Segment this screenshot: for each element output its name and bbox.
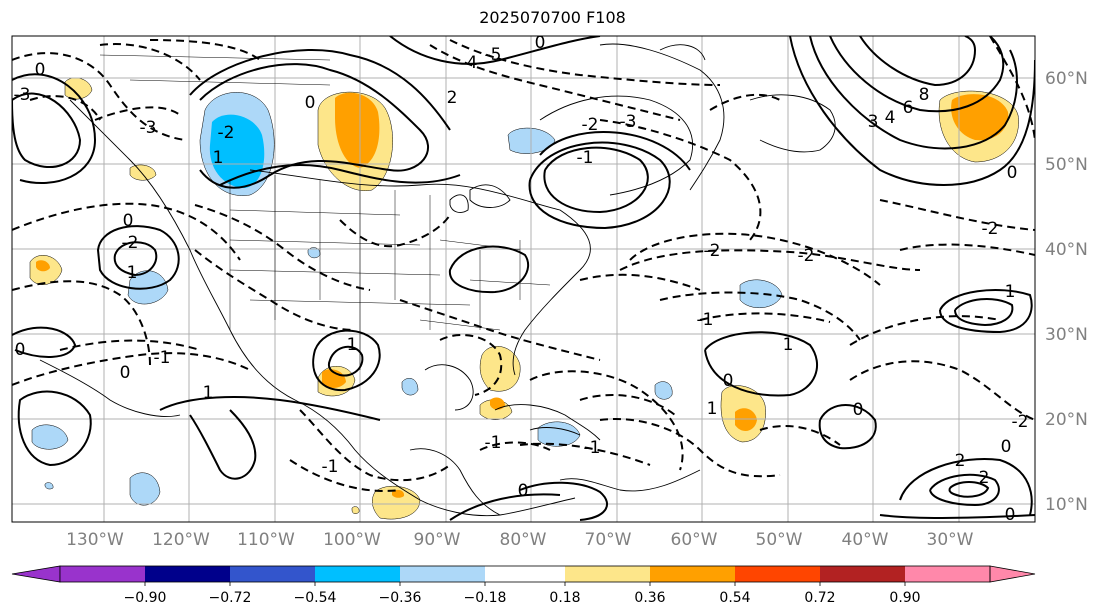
contour-label: -2	[798, 246, 815, 266]
contour-label: 0	[123, 211, 134, 231]
lon-label: 60°W	[671, 530, 718, 550]
lon-label: 30°W	[927, 530, 974, 550]
coastlines	[39, 43, 836, 517]
colorbar-tick-label: 0.18	[549, 590, 580, 606]
dashed-contours	[12, 36, 1035, 492]
lon-label: 100°W	[323, 530, 381, 550]
colorbar-tick-label: 0.54	[719, 590, 750, 606]
contour-label: 0	[35, 60, 46, 80]
contour-label: 1	[347, 335, 358, 355]
contour-label: -2	[122, 233, 139, 253]
contour-label: 0	[120, 363, 131, 383]
contour-label: 1	[203, 383, 214, 403]
lat-label: 10°N	[1045, 495, 1088, 515]
contour-label: -1	[584, 438, 601, 458]
lon-label: 70°W	[585, 530, 632, 550]
lat-label: 60°N	[1045, 69, 1088, 89]
colorbar-bin	[315, 566, 400, 582]
lon-label: 50°W	[756, 530, 803, 550]
contour-label: -1	[697, 310, 714, 330]
contour-label: 2	[955, 451, 966, 471]
contour-label: 4	[467, 53, 478, 73]
latitude-labels: 60°N 50°N 40°N 30°N 20°N 10°N	[1045, 69, 1088, 515]
contour-label: -3	[14, 85, 31, 105]
colorbar-bin	[905, 566, 990, 582]
positive-shading-strong	[36, 92, 1009, 498]
map-border	[11, 35, 1036, 523]
colorbar-bin	[60, 566, 145, 582]
contour-label: -2	[582, 115, 599, 135]
colorbar-bin	[230, 566, 315, 582]
colorbar-tick-label: −0.36	[379, 590, 422, 606]
contour-label: 6	[903, 98, 914, 118]
colorbar-low-extend	[11, 565, 61, 583]
contour-label: 3	[868, 112, 879, 132]
contour-label: -1	[322, 457, 339, 477]
colorbar-tick-label: −0.54	[294, 590, 337, 606]
contour-labels: 0 -3 -2 1 0 4 -5 2 -2 -3 0 -3 -1 6 8 3 4…	[14, 33, 1029, 525]
colorbar-bin	[650, 566, 735, 582]
state-borders	[99, 54, 551, 370]
lon-label: 120°W	[152, 530, 210, 550]
contour-label: 8	[919, 85, 930, 105]
solid-contours	[12, 36, 1035, 521]
lon-label: 110°W	[237, 530, 295, 550]
contour-label: 0	[1005, 505, 1016, 525]
colorbar-bin	[400, 566, 485, 582]
map-title: 2025070700 F108	[479, 8, 626, 27]
contour-label: 1	[213, 148, 224, 168]
contour-label: 0	[518, 481, 529, 501]
contour-label: 0	[853, 400, 864, 420]
lat-label: 40°N	[1045, 240, 1088, 260]
colorbar-tick-label: 0.90	[889, 590, 920, 606]
contour-label: 0	[535, 33, 546, 53]
contour-label: -2	[218, 123, 235, 143]
contour-label: 1	[707, 399, 718, 419]
contour-label: 4	[885, 108, 896, 128]
contour-label: 2	[979, 468, 990, 488]
contour-label: 1	[127, 263, 138, 283]
colorbar-outline	[59, 565, 991, 583]
contour-label: -2	[982, 219, 999, 239]
colorbar-bin	[735, 566, 820, 582]
contour-label: 0	[1007, 163, 1018, 183]
colorbar-tick-label: 0.72	[804, 590, 835, 606]
colorbar-high-extend	[989, 565, 1036, 583]
colorbar-tick-label: −0.72	[209, 590, 252, 606]
lat-label: 30°N	[1045, 325, 1088, 345]
longitude-labels: 130°W 120°W 110°W 100°W 90°W 80°W 70°W 6…	[66, 530, 974, 550]
contour-label: 0	[15, 340, 26, 360]
lat-label: 50°N	[1045, 155, 1088, 175]
colorbar-tick-label: −0.90	[124, 590, 167, 606]
colorbar-tick-label: 0.36	[634, 590, 665, 606]
contour-label: -5	[485, 45, 502, 65]
contour-label: -3	[620, 112, 637, 132]
colorbar-tick-label: −0.18	[464, 590, 507, 606]
contour-label: -2	[1012, 412, 1029, 432]
colorbar-bin	[820, 566, 905, 582]
colorbar: −0.90 −0.72 −0.54 −0.36 −0.18 0.18 0.36 …	[11, 565, 1036, 606]
colorbar-bin	[145, 566, 230, 582]
contour-label: -3	[140, 118, 157, 138]
contour-label: 2	[447, 88, 458, 108]
lon-label: 90°W	[414, 530, 461, 550]
contour-label: 0	[1001, 437, 1012, 457]
contour-label: -2	[704, 241, 721, 261]
contour-label: 1	[1005, 282, 1016, 302]
lon-label: 80°W	[500, 530, 547, 550]
contour-label: 0	[305, 93, 316, 113]
contour-label: -1	[154, 348, 171, 368]
contour-label: 0	[723, 371, 734, 391]
lat-label: 20°N	[1045, 410, 1088, 430]
graticule	[12, 36, 1035, 522]
colorbar-bin	[485, 566, 565, 582]
lon-label: 40°W	[842, 530, 889, 550]
contour-label: -1	[577, 148, 594, 168]
lon-label: 130°W	[66, 530, 124, 550]
contour-label: -1	[485, 433, 502, 453]
contour-label: 1	[783, 335, 794, 355]
colorbar-bin	[565, 566, 650, 582]
